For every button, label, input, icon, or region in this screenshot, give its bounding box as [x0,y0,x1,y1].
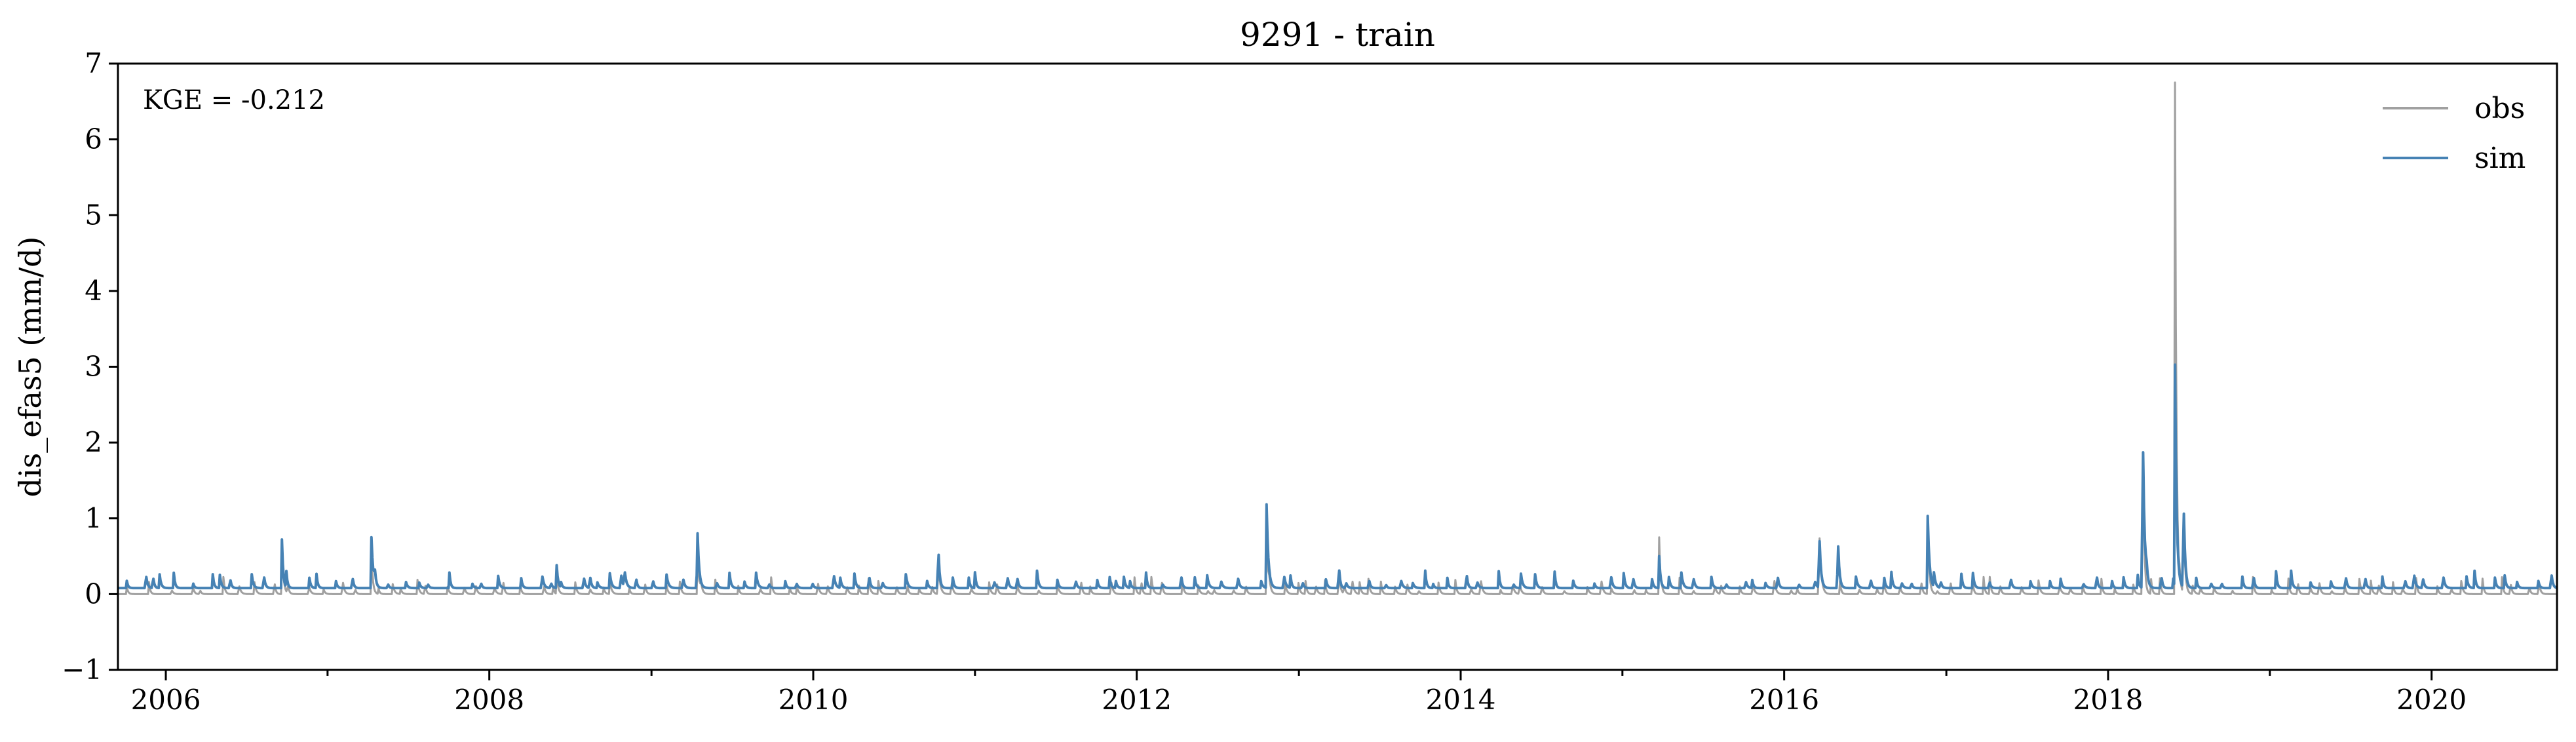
x-tick-label: 2008 [454,684,524,716]
y-tick-label: 7 [85,47,102,79]
x-tick-label: 2012 [1102,684,1172,716]
x-tick-label: 2016 [1749,684,1819,716]
y-axis: −1 0 1 2 3 4 5 6 7 [62,47,118,686]
y-axis-label: dis_efas5 (mm/d) [12,236,48,497]
legend-label-sim: sim [2474,142,2526,175]
kge-annotation: KGE = -0.212 [143,85,325,115]
x-tick-label: 2006 [131,684,201,716]
legend-label-obs: obs [2474,92,2525,125]
legend: obs sim [2383,92,2526,175]
series-line-obs [117,81,2558,595]
x-axis: 2006 2008 2010 2012 2014 2016 2018 2020 [131,670,2467,716]
x-tick-label: 2010 [779,684,849,716]
y-tick-label: 3 [85,351,102,383]
x-tick-label: 2014 [1426,684,1496,716]
y-tick-label: 2 [85,426,102,458]
x-tick-label: 2018 [2073,684,2143,716]
series-layer [117,81,2558,595]
y-tick-label: 6 [85,123,102,155]
y-tick-label: 1 [85,502,102,534]
y-tick-label: 5 [85,199,102,231]
x-tick-label: 2020 [2396,684,2467,716]
y-tick-label: 0 [85,577,102,610]
chart-title: 9291 - train [1240,16,1435,54]
y-tick-label: 4 [85,275,102,307]
y-tick-label: −1 [62,654,102,686]
series-line-sim [117,363,2558,590]
